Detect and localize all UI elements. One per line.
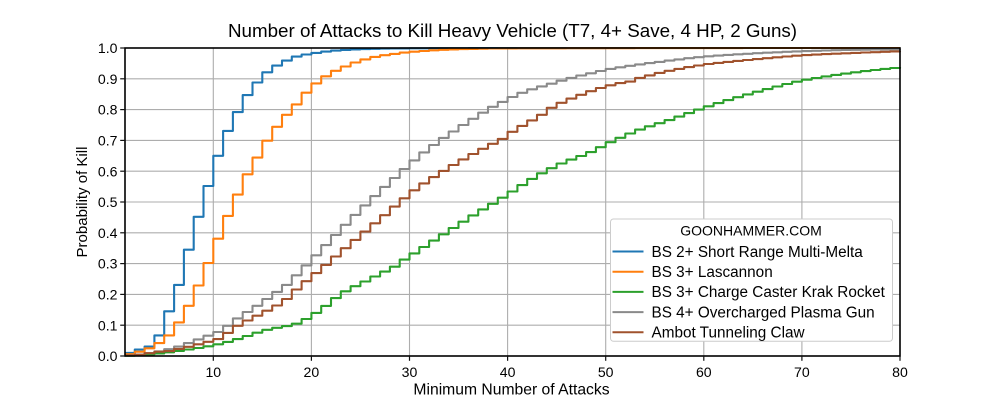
- svg-text:0.6: 0.6: [98, 163, 118, 179]
- svg-text:BS 4+ Overcharged Plasma Gun: BS 4+ Overcharged Plasma Gun: [652, 304, 875, 321]
- svg-text:0.4: 0.4: [98, 225, 118, 241]
- svg-text:50: 50: [598, 364, 614, 380]
- svg-text:Probability of Kill: Probability of Kill: [74, 147, 91, 258]
- svg-text:Number of Attacks to Kill Heav: Number of Attacks to Kill Heavy Vehicle …: [228, 20, 797, 41]
- svg-text:0.1: 0.1: [98, 317, 118, 333]
- svg-text:Ambot Tunneling Claw: Ambot Tunneling Claw: [652, 325, 806, 342]
- svg-text:0.8: 0.8: [98, 102, 118, 118]
- svg-text:0.3: 0.3: [98, 256, 118, 272]
- svg-text:GOONHAMMER.COM: GOONHAMMER.COM: [680, 222, 822, 238]
- svg-text:1.0: 1.0: [98, 40, 118, 56]
- svg-text:30: 30: [402, 364, 418, 380]
- svg-text:0.7: 0.7: [98, 133, 118, 149]
- svg-text:80: 80: [892, 364, 908, 380]
- svg-text:0.9: 0.9: [98, 71, 118, 87]
- svg-text:20: 20: [304, 364, 320, 380]
- svg-text:70: 70: [794, 364, 810, 380]
- svg-text:0.0: 0.0: [98, 348, 118, 364]
- svg-text:60: 60: [696, 364, 712, 380]
- svg-text:BS 2+ Short Range Multi-Melta: BS 2+ Short Range Multi-Melta: [652, 244, 864, 261]
- svg-text:BS 3+ Charge Caster Krak Rocke: BS 3+ Charge Caster Krak Rocket: [652, 284, 886, 301]
- svg-text:10: 10: [205, 364, 221, 380]
- svg-text:0.2: 0.2: [98, 287, 118, 303]
- svg-text:40: 40: [500, 364, 516, 380]
- svg-text:0.5: 0.5: [98, 194, 118, 210]
- svg-text:BS 3+ Lascannon: BS 3+ Lascannon: [652, 264, 773, 281]
- svg-text:Minimum Number of Attacks: Minimum Number of Attacks: [413, 382, 609, 399]
